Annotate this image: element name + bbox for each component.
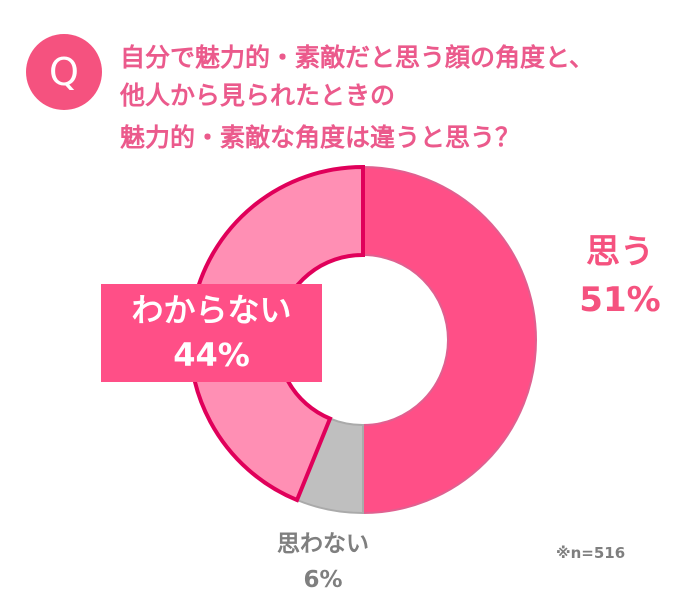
label-yes: 思う 51% <box>560 228 680 324</box>
question-badge: Q <box>26 34 102 110</box>
label-no-pct: 6% <box>303 567 343 593</box>
segment-yes <box>362 165 537 515</box>
label-no: 思わない 6% <box>268 526 378 598</box>
label-no-name: 思わない <box>277 531 369 557</box>
title-line-1: 自分で魅力的・素敵だと思う顔の角度と、 <box>120 43 595 72</box>
title-line-2: 他人から見られたときの <box>120 81 396 110</box>
label-unknown-pct: 44% <box>173 336 250 374</box>
title-line-3: 魅力的・素敵な角度は違うと思う？ <box>120 123 521 152</box>
sample-size-note: ※n=516 <box>556 544 626 562</box>
label-unknown-name: わからない <box>131 291 292 329</box>
label-yes-name: 思う <box>586 232 654 272</box>
question-letter: Q <box>49 50 79 94</box>
label-yes-pct: 51% <box>579 280 661 320</box>
label-unknown: わからない 44% <box>101 284 322 382</box>
